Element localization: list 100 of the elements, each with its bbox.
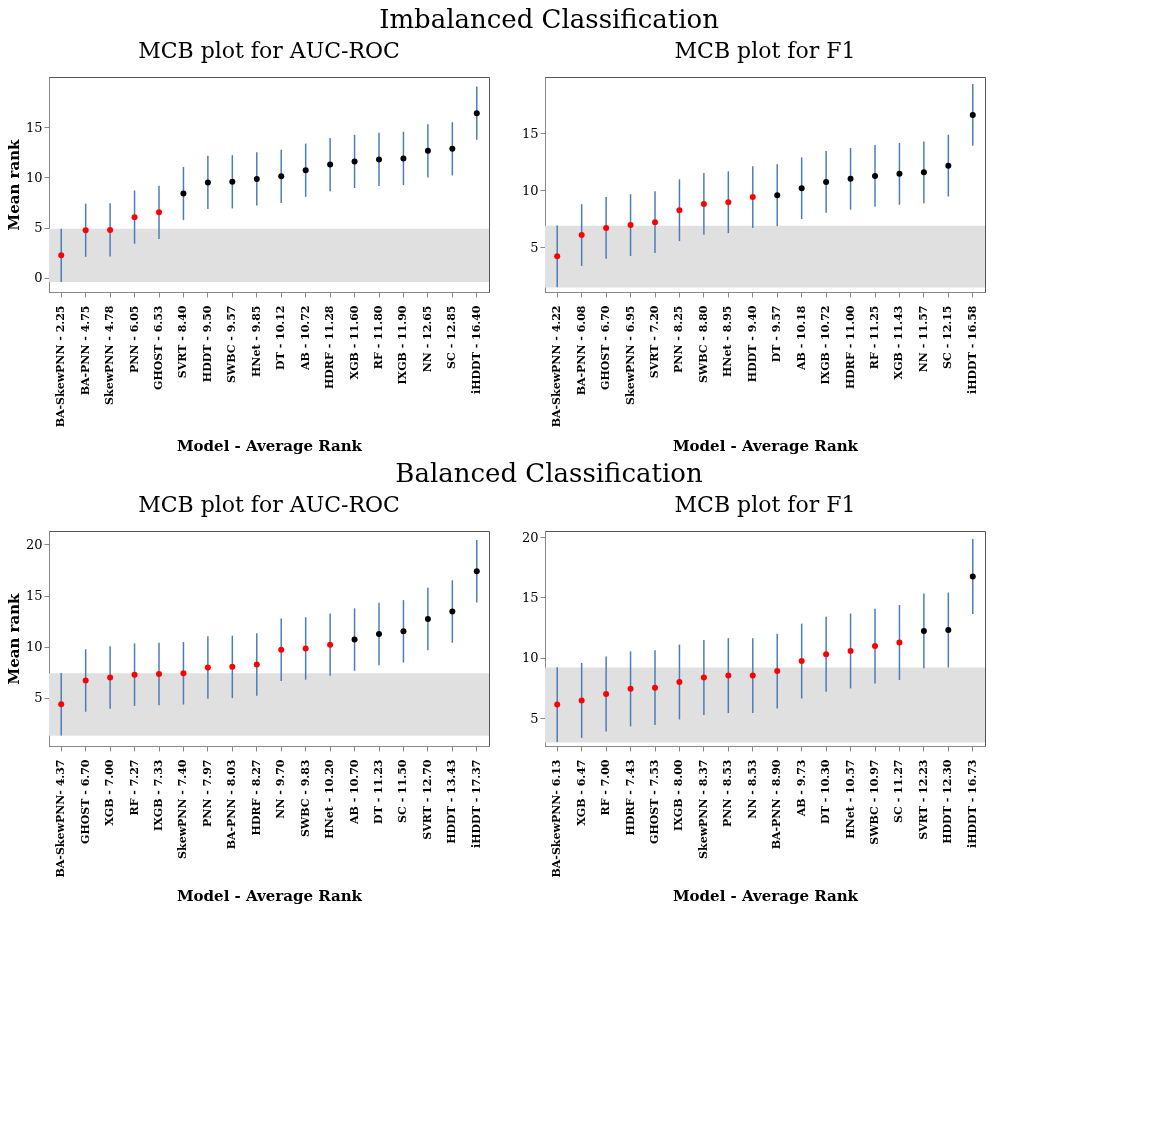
- text: Balanced Classification: [395, 458, 703, 488]
- point: [400, 628, 407, 635]
- x-tick-label: HDDT - 13.43: [445, 759, 459, 844]
- y-tick-label: 5: [34, 690, 43, 706]
- x-tick-label: BA-PNN - 4.75: [78, 305, 92, 396]
- point: [847, 175, 854, 182]
- point: [156, 209, 162, 216]
- point: [253, 661, 260, 668]
- point: [896, 639, 903, 646]
- x-tick-label: SWBC - 10.97: [868, 759, 881, 845]
- point: [351, 158, 358, 165]
- x-tick-label: SkewPNN - 6.95: [623, 305, 637, 405]
- x-tick-label: AB - 10.70: [347, 759, 361, 826]
- point: [554, 701, 561, 708]
- x-axis-title: Model - Average Rank: [176, 437, 363, 456]
- point: [969, 573, 976, 580]
- x-tick-label: HDDT - 12.30: [941, 759, 955, 844]
- point: [823, 651, 830, 658]
- x-tick-label: SC - 12.85: [445, 305, 459, 369]
- x-tick-label: HDRF - 7.43: [623, 759, 637, 836]
- x-tick-label: DT - 11.23: [372, 759, 385, 824]
- point: [204, 664, 211, 671]
- x-tick-label: iHDDT - 17.37: [469, 759, 483, 849]
- x-tick-label: HNet - 8.95: [721, 305, 735, 378]
- x-tick-label: RF - 7.00: [599, 759, 613, 816]
- point: [376, 631, 382, 638]
- x-tick-label: NN - 9.70: [274, 759, 288, 819]
- x-axis-title: Model - Average Rank: [672, 437, 859, 456]
- x-tick-label: BA-PNN - 8.03: [225, 759, 239, 850]
- point: [578, 232, 585, 239]
- x-tick-label: NN - 12.65: [420, 305, 434, 373]
- point: [725, 199, 732, 206]
- x-tick-label: PNN - 7.97: [200, 759, 214, 827]
- x-tick-label: GHOST - 6.70: [599, 305, 613, 391]
- point: [969, 111, 976, 118]
- point: [376, 156, 382, 163]
- point: [278, 646, 285, 653]
- x-tick-label: SWBC - 8.80: [696, 305, 710, 384]
- x-tick-label: SWBC - 9.57: [225, 305, 239, 384]
- x-tick-label: iHDDT - 16.40: [469, 305, 483, 395]
- x-tick-label: HDDT - 9.50: [200, 305, 214, 383]
- point: [554, 253, 561, 260]
- x-tick-label: DT - 10.12: [274, 305, 288, 370]
- x-tick-label: RF - 11.25: [868, 305, 881, 370]
- x-tick-label: PNN - 6.05: [127, 305, 141, 373]
- point: [58, 252, 65, 259]
- x-tick-label: BA-PNN - 8.90: [770, 759, 784, 850]
- y-tick-label: 0: [34, 270, 43, 286]
- point: [945, 162, 952, 169]
- point: [945, 627, 952, 634]
- point: [627, 685, 634, 692]
- x-tick-label: HDDT - 9.40: [745, 305, 759, 383]
- x-tick-label: SC - 12.15: [941, 305, 955, 369]
- x-axis-title: Model - Average Rank: [176, 887, 363, 906]
- y-tick-label: 10: [25, 639, 43, 655]
- y-tick-label: 10: [521, 182, 539, 198]
- y-tick-label: 5: [530, 710, 539, 726]
- x-tick-label: IXGB - 8.00: [672, 759, 686, 831]
- x-tick-label: BA-SkewPNN- 6.13: [550, 759, 564, 878]
- point: [449, 145, 456, 152]
- point: [627, 222, 634, 229]
- point: [180, 190, 187, 197]
- point: [156, 671, 162, 678]
- point: [749, 194, 756, 201]
- point: [872, 643, 878, 650]
- text: Imbalanced Classification: [379, 4, 720, 34]
- x-tick-label: GHOST - 7.53: [648, 759, 661, 845]
- x-tick-label: SVRT - 8.40: [176, 305, 190, 379]
- x-tick-label: PNN - 8.53: [721, 759, 735, 827]
- x-tick-label: GHOST - 6.53: [152, 305, 165, 391]
- x-tick-label: IXGB - 7.33: [152, 759, 165, 831]
- point: [847, 647, 854, 654]
- y-tick-label: 15: [25, 119, 43, 135]
- y-tick-label: 15: [521, 589, 539, 605]
- point: [58, 701, 65, 708]
- y-tick-label: 10: [25, 169, 43, 185]
- point: [578, 697, 585, 704]
- x-tick-label: GHOST - 6.70: [78, 759, 92, 845]
- x-tick-label: PNN - 8.25: [672, 305, 686, 373]
- x-tick-label: SWBC - 9.83: [298, 759, 312, 838]
- x-tick-label: XGB - 6.47: [574, 759, 588, 826]
- y-tick-label: 20: [25, 536, 43, 552]
- point: [302, 167, 309, 174]
- x-tick-label: SkewPNN - 8.37: [696, 759, 710, 859]
- point: [603, 691, 610, 698]
- x-tick-label: IXGB - 11.90: [396, 305, 410, 385]
- point: [180, 670, 187, 677]
- point: [278, 173, 285, 180]
- x-tick-label: DT - 9.57: [770, 305, 784, 363]
- x-tick-label: RF - 7.27: [127, 759, 141, 816]
- point: [82, 227, 89, 234]
- point: [920, 627, 927, 634]
- point: [204, 179, 211, 186]
- y-axis-title: Mean rank: [4, 138, 23, 231]
- point: [749, 672, 756, 679]
- x-tick-label: HDRF - 8.27: [249, 759, 263, 836]
- point: [107, 226, 114, 233]
- x-tick-label: NN - 8.53: [745, 759, 759, 819]
- point: [652, 684, 658, 691]
- point: [896, 170, 903, 177]
